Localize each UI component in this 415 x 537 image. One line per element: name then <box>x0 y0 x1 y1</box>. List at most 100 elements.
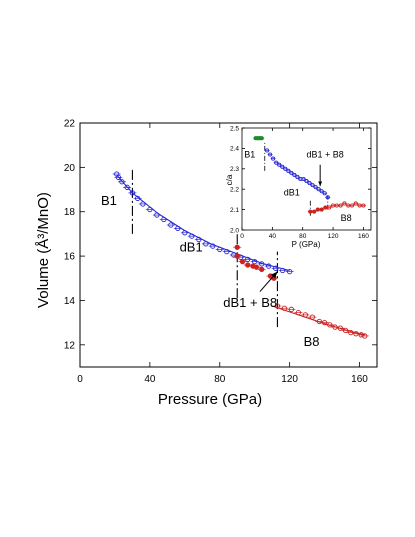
y-tick-label: 2.1 <box>230 207 239 214</box>
data-point-blue <box>286 168 291 173</box>
inset-tick-labels: 0 40 80 120 160 2.0 2.1 2.2 2.3 2.4 2.5 <box>230 125 371 240</box>
data-point-blue <box>273 265 279 271</box>
data-point-red <box>288 306 295 312</box>
data-point-blue <box>135 195 141 202</box>
y-tick-label: 14 <box>64 296 76 307</box>
data-point-red <box>239 258 246 265</box>
data-point-blue <box>280 267 286 274</box>
data-point-blue <box>245 256 251 263</box>
data-point-red <box>338 203 343 208</box>
data-point-blue <box>154 212 160 218</box>
fit-curve-red <box>272 305 365 336</box>
data-point-blue <box>280 164 285 169</box>
data-point-blue <box>277 162 282 167</box>
y-tick-label: 2.0 <box>230 227 239 234</box>
data-point-red <box>327 205 332 210</box>
data-point-blue <box>325 195 330 200</box>
data-point-blue <box>292 172 297 177</box>
y-tick-label: 22 <box>64 119 76 130</box>
data-point-red <box>342 201 347 206</box>
inset-phase-label-b1: B1 <box>244 150 255 160</box>
phase-label-db1-b8: dB1 + B8 <box>223 295 277 310</box>
data-point-red <box>353 201 358 206</box>
y-tick-label: 12 <box>64 340 76 351</box>
data-point-red <box>302 312 309 318</box>
data-point-blue <box>264 148 270 153</box>
inset-data-marks <box>253 136 366 216</box>
data-point-blue <box>217 246 223 253</box>
phase-label-db1: dB1 <box>180 240 203 255</box>
data-point-blue <box>316 187 321 192</box>
data-point-blue <box>119 179 125 185</box>
data-point-blue <box>268 152 273 157</box>
data-point-red <box>253 264 260 270</box>
data-point-red <box>312 209 317 214</box>
data-point-blue <box>286 268 293 275</box>
data-point-blue <box>124 184 130 190</box>
y-tick-label: 18 <box>64 207 76 218</box>
inset-chart: c/a P (GPa) 0 40 80 120 160 2.0 2.1 2.2 2.3 2.4 2.… <box>225 125 372 249</box>
data-point-red <box>327 322 333 328</box>
data-point-blue <box>115 174 122 180</box>
data-point-blue <box>319 189 324 194</box>
data-point-red <box>353 331 359 337</box>
main-x-axis-label: Pressure (GPa) <box>158 391 262 408</box>
phase-label-b1: B1 <box>101 193 117 208</box>
data-point-blue <box>274 160 279 165</box>
x-tick-label: 80 <box>214 374 226 385</box>
data-point-blue <box>310 183 315 188</box>
data-point-blue <box>266 263 272 269</box>
data-point-red <box>309 314 316 320</box>
data-point-blue <box>259 261 265 267</box>
data-point-blue <box>304 178 309 184</box>
data-point-green <box>259 136 264 141</box>
main-tick-labels: 0 40 80 120 160 12 14 16 18 20 22 <box>64 119 377 385</box>
data-point-red <box>358 332 364 338</box>
main-chart: Volume (Å³/MnO) Pressure (GPa) 0 40 80 120 1… <box>35 119 378 408</box>
x-tick-label: 160 <box>358 233 369 240</box>
y-tick-label: 16 <box>64 252 76 263</box>
x-tick-label: 80 <box>299 233 307 240</box>
y-tick-label: 20 <box>64 163 76 174</box>
data-point-red <box>361 203 366 208</box>
data-point-blue <box>283 166 288 171</box>
data-point-blue <box>210 243 216 249</box>
x-tick-label: 120 <box>281 374 298 385</box>
data-point-blue <box>147 206 153 213</box>
phase-label-b8: B8 <box>304 334 320 349</box>
data-point-red <box>316 318 322 325</box>
data-point-red <box>332 324 338 330</box>
inset-annotations: B1 dB1 + B8 dB1 B8 <box>244 150 351 223</box>
data-point-red <box>295 310 302 316</box>
inset-plot-frame <box>241 127 372 231</box>
x-tick-label: 120 <box>328 233 339 240</box>
data-point-red <box>321 319 328 326</box>
data-point-red <box>315 207 320 212</box>
data-point-blue <box>140 201 146 207</box>
data-point-red <box>362 333 368 339</box>
data-point-blue <box>175 225 181 232</box>
data-point-red <box>234 244 240 250</box>
data-point-blue <box>301 176 306 182</box>
data-point-red <box>281 305 288 311</box>
inset-x-axis-label: P (GPa) <box>292 240 321 249</box>
data-point-blue <box>289 170 294 175</box>
data-point-red <box>323 205 328 210</box>
data-point-blue <box>129 190 136 196</box>
data-point-red <box>234 253 240 259</box>
data-point-blue <box>196 236 202 243</box>
inset-phase-label-db1-b8: dB1 + B8 <box>307 150 344 160</box>
data-point-blue <box>307 181 312 186</box>
main-data-marks <box>112 167 369 339</box>
data-point-blue <box>161 216 167 223</box>
annotation-arrowhead <box>318 181 323 187</box>
data-point-blue <box>252 258 258 265</box>
data-point-blue <box>203 241 209 247</box>
data-point-blue <box>313 185 318 190</box>
y-tick-label: 2.5 <box>230 125 239 132</box>
data-point-blue <box>168 222 174 228</box>
x-tick-label: 40 <box>269 233 277 240</box>
x-tick-label: 40 <box>144 374 156 385</box>
data-point-blue <box>224 249 230 255</box>
